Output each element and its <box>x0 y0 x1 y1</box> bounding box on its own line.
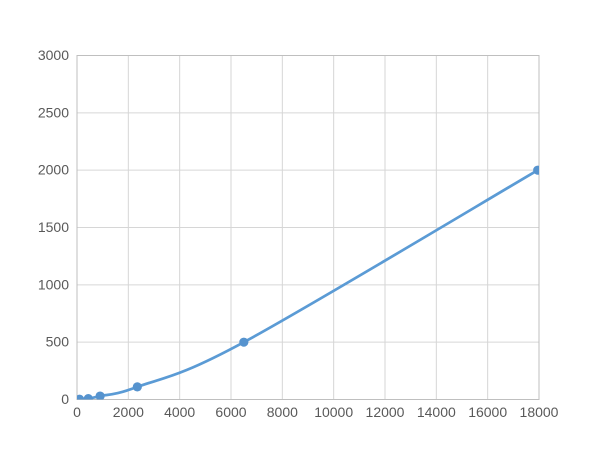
x-tick-label: 6000 <box>215 404 246 420</box>
series-standard-curve <box>77 165 539 400</box>
y-tick-label: 0 <box>61 391 69 407</box>
x-tick-label: 4000 <box>164 404 195 420</box>
x-tick-label: 14000 <box>417 404 456 420</box>
data-point-marker <box>95 391 105 400</box>
data-point-marker <box>533 165 539 175</box>
data-point-marker <box>83 393 93 400</box>
y-tick-label: 2000 <box>38 162 69 178</box>
x-tick-label: 0 <box>73 404 81 420</box>
x-tick-label: 2000 <box>113 404 144 420</box>
data-point-marker <box>77 394 85 400</box>
y-tick-label: 500 <box>46 334 70 350</box>
y-tick-label: 1000 <box>38 276 69 292</box>
x-tick-label: 18000 <box>520 404 559 420</box>
y-tick-label: 1500 <box>38 219 69 235</box>
x-tick-label: 8000 <box>267 404 298 420</box>
plot-border <box>76 55 540 400</box>
x-tick-label: 16000 <box>468 404 507 420</box>
y-tick-label: 3000 <box>38 47 69 63</box>
y-axis-tick-labels: 0 500 1000 1500 2000 2500 3000 <box>38 47 69 407</box>
y-tick-label: 2500 <box>38 104 69 120</box>
data-point-marker <box>132 382 142 392</box>
gridlines <box>76 55 540 400</box>
x-tick-label: 12000 <box>366 404 405 420</box>
x-axis-tick-labels: 0 2000 4000 6000 8000 10000 12000 14000 16000 180… <box>73 404 559 420</box>
data-point-marker <box>239 337 249 347</box>
x-tick-label: 10000 <box>314 404 353 420</box>
